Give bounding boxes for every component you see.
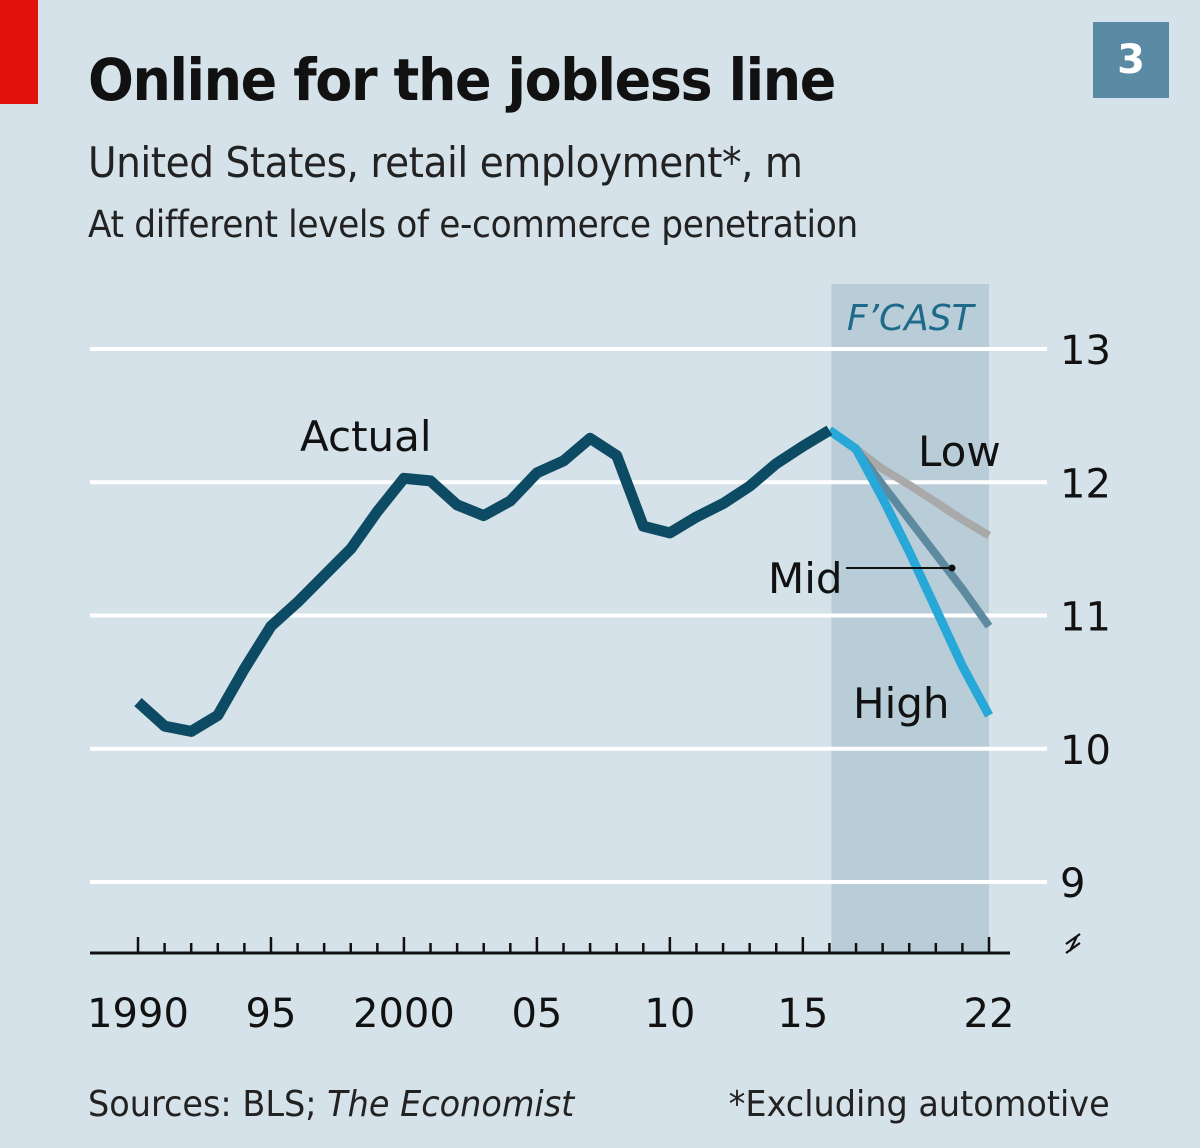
- y-tick-label-10: 10: [1060, 728, 1111, 774]
- y-tick-label-11: 11: [1060, 595, 1111, 641]
- sources-prefix: Sources: BLS;: [88, 1084, 328, 1125]
- x-tick-label-95: 95: [246, 991, 297, 1037]
- y-axis-tick-labels: 9 10 11 12 13: [1060, 328, 1111, 954]
- series-label-high: High: [853, 679, 950, 728]
- x-axis: 1990 95 2000 05 10 15 22: [87, 937, 1014, 1037]
- chart-title: Online for the jobless line: [88, 46, 836, 114]
- x-tick-label-2000: 2000: [353, 991, 455, 1037]
- x-tick-label-1990: 1990: [87, 991, 189, 1037]
- x-tick-label-22: 22: [964, 991, 1015, 1037]
- chart-subtitle: United States, retail employment*, m: [88, 138, 803, 187]
- footnote: *Excluding automotive: [728, 1084, 1110, 1125]
- chart-subtitle-secondary: At different levels of e-commerce penetr…: [88, 203, 858, 246]
- sources-publication: The Economist: [327, 1084, 575, 1125]
- y-tick-label-13: 13: [1060, 328, 1111, 374]
- series-label-mid: Mid: [768, 554, 843, 603]
- y-tick-label-12: 12: [1060, 461, 1111, 507]
- y-tick-label-9: 9: [1060, 861, 1085, 907]
- forecast-band: [831, 284, 989, 953]
- x-tick-label-15: 15: [777, 991, 828, 1037]
- series-lines: [134, 425, 993, 737]
- series-label-low: Low: [918, 427, 1001, 476]
- series-labels: Actual Low Mid High: [300, 412, 1001, 728]
- forecast-label: F’CAST: [847, 298, 977, 339]
- chart-number-badge: 3: [1093, 22, 1169, 98]
- series-line-high: [826, 426, 993, 718]
- series-label-actual: Actual: [300, 412, 432, 461]
- sources-note: Sources: BLS; The Economist: [88, 1084, 574, 1125]
- brand-red-tab: [0, 0, 38, 104]
- x-tick-label-05: 05: [511, 991, 562, 1037]
- mid-label-leader-dot: [948, 564, 956, 572]
- x-tick-label-10: 10: [644, 991, 695, 1037]
- gridlines: [90, 347, 1047, 884]
- axis-break-icon: [1065, 933, 1081, 954]
- series-line-actual: [134, 425, 833, 737]
